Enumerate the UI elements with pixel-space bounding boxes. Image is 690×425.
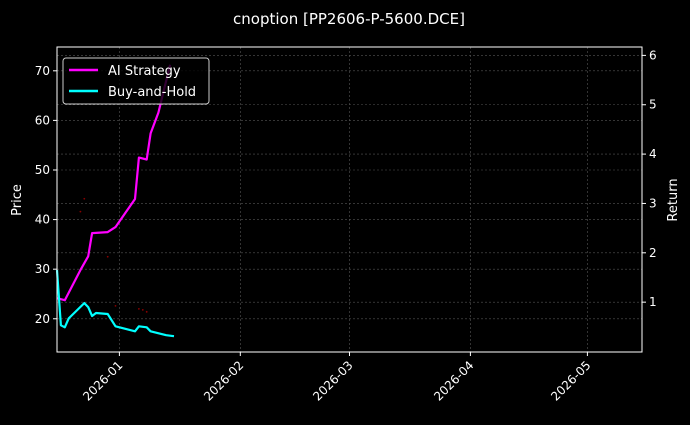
series-lines [55,64,175,338]
price-marker [141,308,144,311]
series-line-buy-and-hold [55,270,175,338]
y-tick-label-left: 60 [35,113,50,127]
legend: AI Strategy Buy-and-Hold [62,57,210,105]
price-markers [79,197,148,313]
y-tick-label-left: 50 [35,163,50,177]
price-marker [145,310,148,313]
y-tick-label-right: 4 [649,147,657,161]
y-tick-label-right: 2 [649,246,657,260]
y-tick-label-right: 1 [649,295,657,309]
y-tick-label-left: 40 [35,213,50,227]
y-tick-label-left: 70 [35,64,50,78]
series-line-ai-strategy [56,64,172,302]
y-tick-label-left: 30 [35,262,50,276]
y-tick-label-left: 20 [35,312,50,326]
legend-label-ai-strategy: AI Strategy [108,64,181,79]
legend-label-buy-and-hold: Buy-and-Hold [108,85,196,100]
price-marker [138,307,140,310]
y-tick-label-right: 5 [649,98,657,112]
price-marker [79,210,82,213]
grid [57,47,642,352]
y-tick-label-right: 6 [649,48,657,62]
legend-box [62,57,210,105]
price-marker [114,304,117,307]
price-marker [106,255,109,258]
y-axis-label-left: Price [10,184,25,216]
y-axis-label-right: Return [666,178,681,221]
chart-title: cnoption [PP2606-P-5600.DCE] [233,10,465,28]
y-tick-label-right: 3 [649,196,657,210]
price-marker [83,197,86,200]
